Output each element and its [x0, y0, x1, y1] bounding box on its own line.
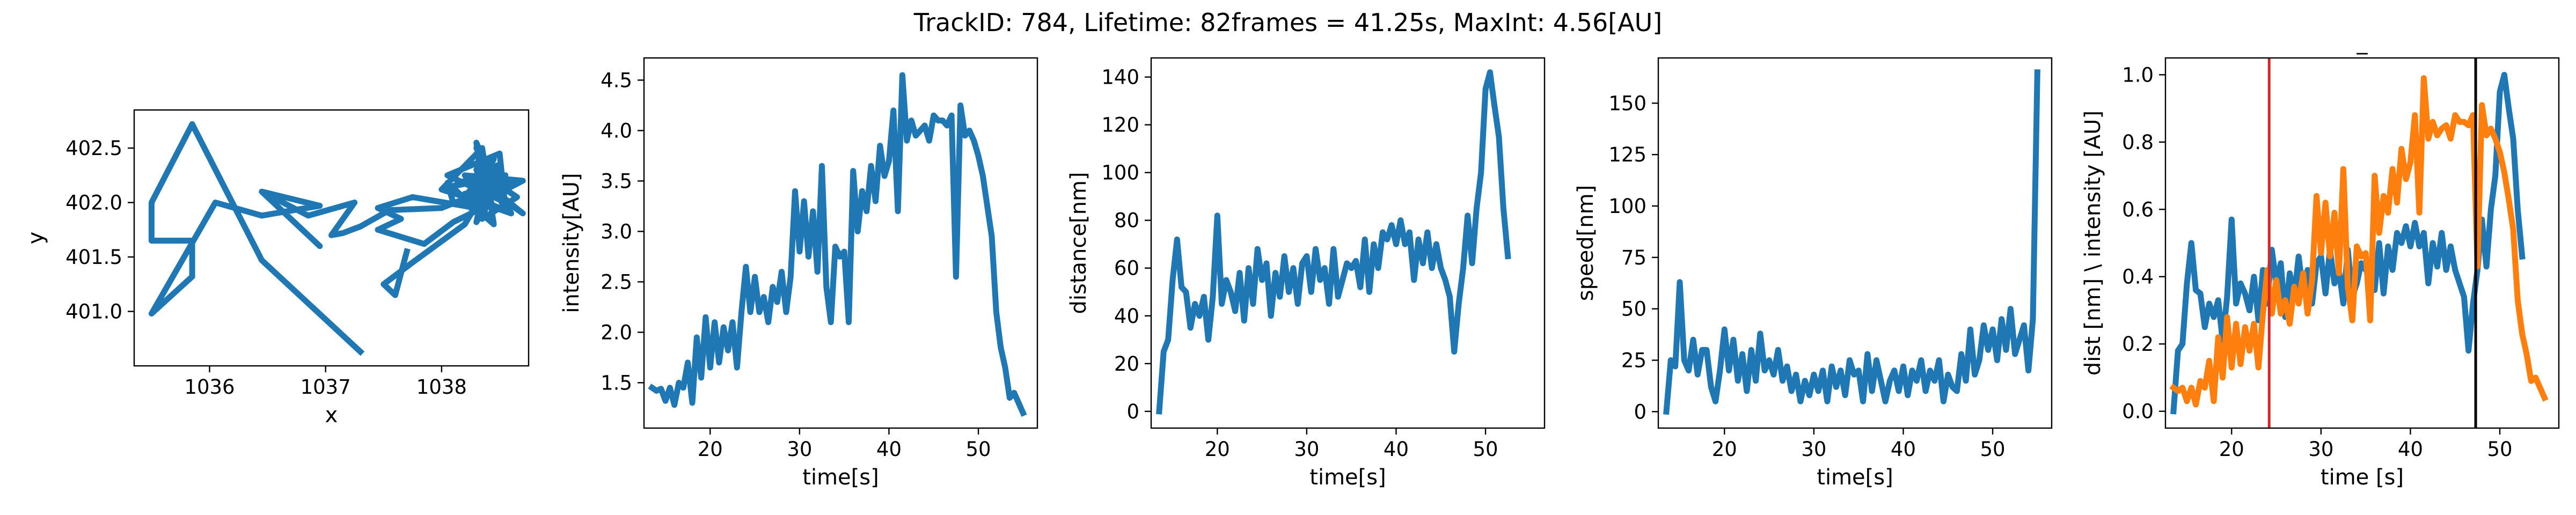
x-tick-label: 50: [1980, 438, 2006, 461]
figure-suptitle: TrackID: 784, Lifetime: 82frames = 41.25…: [913, 8, 1663, 37]
y-tick-label: 50: [1621, 298, 1646, 321]
y-tick-label: 1.5: [601, 371, 632, 394]
y-axis-label: dist [nm] \ intensity [AU]: [2081, 111, 2105, 376]
y-tick-label: 0.0: [2122, 400, 2154, 423]
subplot-4: 20 30 40 50 0 25 50 75 100 125 150 time[s] speed[nm]: [1574, 57, 2053, 490]
series-line-1: [1663, 69, 2040, 415]
y-axis-label: distance[nm]: [1066, 172, 1091, 314]
y-axis-label: intensity[AU]: [559, 173, 584, 313]
series-line-1: [148, 121, 526, 356]
y-tick-label: 2.5: [601, 270, 632, 293]
subplot-3: 20 30 40 50 0 20 40 60 80 100 120 140 time[s] distanc…: [1066, 57, 1546, 490]
y-tick-label: 140: [1101, 66, 1139, 89]
subplot-1: 1036 1037 1038 401.0 401.5 402.0 402.5 x y: [24, 109, 530, 428]
y-tick-label: 120: [1101, 114, 1139, 137]
y-tick-label: 401.5: [65, 246, 122, 269]
y-tick-label: 25: [1621, 349, 1646, 372]
x-axis-label: time[s]: [1309, 465, 1386, 490]
x-tick-label: 40: [2398, 438, 2423, 461]
y-tick-label: 3.5: [601, 170, 632, 193]
x-tick-label: 30: [1801, 438, 1826, 461]
axes-frame: [643, 57, 1038, 429]
x-tick-label: 1036: [184, 376, 235, 399]
series-line-1: [648, 72, 1027, 417]
x-axis-label: time[s]: [802, 465, 879, 490]
y-tick-label: 0.8: [2122, 131, 2154, 154]
y-tick-label: 3.0: [601, 220, 632, 243]
y-tick-label: 401.0: [65, 300, 122, 323]
y-axis-label: y: [24, 232, 48, 245]
y-tick-label: 4.0: [601, 119, 632, 142]
x-axis-label: time [s]: [2321, 465, 2404, 490]
axes-frame: [133, 109, 530, 367]
y-tick-label: 20: [1114, 352, 1139, 376]
x-tick-label: 30: [787, 438, 812, 461]
y-tick-label: 80: [1114, 209, 1139, 232]
subplot-2: 20 30 40 50 1.5 2.0 2.5 3.0 3.5 4.0 4.5 time[s] inte…: [559, 57, 1038, 490]
y-tick-label: 2.0: [601, 321, 632, 344]
y-tick-label: 40: [1114, 305, 1139, 328]
y-tick-label: 0.4: [2122, 266, 2154, 289]
x-tick-label: 50: [966, 438, 991, 461]
series-line-2: [2169, 75, 2549, 408]
x-axis-label: time[s]: [1817, 465, 1893, 490]
y-tick-label: 0: [1634, 400, 1646, 423]
x-tick-label: 40: [1384, 438, 1409, 461]
series-line-1: [1156, 69, 1511, 415]
x-tick-label: 40: [1891, 438, 1916, 461]
x-tick-label: 20: [1205, 438, 1230, 461]
subplot-title: _: [2357, 30, 2368, 55]
y-tick-label: 4.5: [601, 69, 632, 92]
y-tick-label: 75: [1621, 246, 1646, 269]
x-tick-label: 30: [1294, 438, 1319, 461]
x-tick-label: 20: [698, 438, 723, 461]
y-axis-label: speed[nm]: [1574, 185, 1598, 301]
x-tick-label: 20: [2219, 438, 2244, 461]
y-tick-label: 0: [1126, 400, 1139, 423]
y-tick-label: 150: [1608, 92, 1646, 115]
x-tick-label: 40: [876, 438, 902, 461]
y-tick-label: 60: [1114, 257, 1139, 280]
subplot-5: 20 30 40 50 0.0 0.2 0.4 0.6 0.8 1.0 time [s] dist […: [2081, 30, 2560, 490]
x-tick-label: 50: [2487, 438, 2513, 461]
x-axis-label: x: [325, 403, 338, 428]
y-tick-label: 100: [1101, 161, 1139, 185]
x-tick-label: 30: [2308, 438, 2333, 461]
y-tick-label: 402.5: [65, 137, 122, 160]
axes-frame: [1657, 57, 2053, 429]
y-tick-label: 402.0: [65, 192, 122, 215]
y-tick-label: 0.6: [2122, 198, 2154, 221]
y-tick-label: 0.2: [2122, 333, 2154, 356]
x-tick-label: 1038: [416, 376, 467, 399]
y-tick-label: 1.0: [2122, 63, 2154, 86]
x-tick-label: 50: [1473, 438, 1498, 461]
y-tick-label: 100: [1608, 195, 1646, 218]
axes-frame: [1150, 57, 1546, 429]
axes-frame: [2164, 57, 2560, 429]
x-tick-label: 20: [1712, 438, 1737, 461]
y-tick-label: 125: [1608, 143, 1646, 166]
x-tick-label: 1037: [301, 376, 351, 399]
